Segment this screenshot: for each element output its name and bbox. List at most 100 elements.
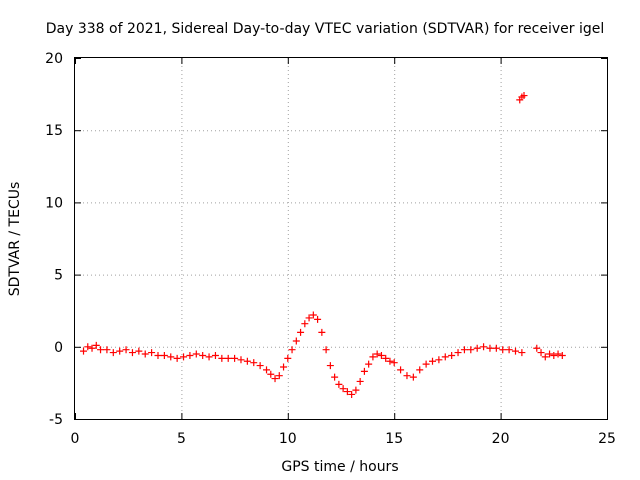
data-point xyxy=(167,353,175,361)
data-point xyxy=(271,375,279,383)
data-point xyxy=(148,349,156,357)
data-point xyxy=(339,385,347,393)
data-point xyxy=(180,353,188,361)
y-tick-label: 0 xyxy=(54,340,63,356)
data-point xyxy=(335,380,343,388)
data-point xyxy=(356,377,364,385)
data-point xyxy=(467,346,475,354)
data-point xyxy=(429,357,437,365)
y-tick-label: 20 xyxy=(45,51,63,67)
data-point xyxy=(558,351,566,359)
data-point xyxy=(263,366,271,374)
data-point xyxy=(382,354,390,362)
data-point xyxy=(386,357,394,365)
ticks-layer: 0 5 10 15 20 25 -5 0 5 10 15 20 xyxy=(45,51,616,447)
data-point xyxy=(297,328,305,336)
data-point xyxy=(520,92,528,100)
data-point xyxy=(160,351,168,359)
data-point xyxy=(211,351,219,359)
data-point xyxy=(256,362,264,370)
y-tick-label: -5 xyxy=(49,412,63,428)
data-point xyxy=(331,373,339,381)
data-point xyxy=(186,351,194,359)
data-point xyxy=(326,362,334,370)
x-tick-label: 5 xyxy=(177,431,186,447)
data-point xyxy=(492,344,500,352)
data-point xyxy=(231,354,239,362)
data-point xyxy=(360,367,368,375)
data-point xyxy=(435,356,443,364)
data-point xyxy=(541,353,549,361)
data-point xyxy=(288,346,296,354)
plot-frame xyxy=(74,57,608,420)
x-tick-label: 25 xyxy=(598,431,616,447)
data-point xyxy=(377,351,385,359)
data-point xyxy=(390,359,398,367)
data-point xyxy=(88,344,96,352)
data-point xyxy=(441,353,449,361)
data-point xyxy=(284,354,292,362)
data-point xyxy=(292,337,300,345)
data-point xyxy=(486,344,494,352)
x-tick-label: 0 xyxy=(71,431,80,447)
data-point xyxy=(309,311,317,319)
data-point xyxy=(403,372,411,380)
data-point xyxy=(314,315,322,323)
data-point xyxy=(554,350,562,358)
data-point xyxy=(267,370,275,378)
x-tick-label: 20 xyxy=(492,431,510,447)
grid-layer xyxy=(75,58,607,419)
data-point xyxy=(154,351,162,359)
data-point xyxy=(365,360,373,368)
data-point xyxy=(192,350,200,358)
data-point xyxy=(352,386,360,394)
data-point xyxy=(116,347,124,355)
data-point xyxy=(84,343,92,351)
data-point xyxy=(416,366,424,374)
data-point xyxy=(250,359,258,367)
data-point xyxy=(109,349,117,357)
data-point xyxy=(237,356,245,364)
data-point xyxy=(141,350,149,358)
data-point xyxy=(505,346,513,354)
data-point xyxy=(546,350,554,358)
data-point xyxy=(473,344,481,352)
data-point xyxy=(280,363,288,371)
data-point xyxy=(199,351,207,359)
data-point xyxy=(343,388,351,396)
marks-layer xyxy=(80,92,566,398)
data-point xyxy=(518,349,526,357)
data-point xyxy=(369,353,377,361)
data-point xyxy=(454,349,462,357)
data-point xyxy=(550,351,558,359)
chart-title: Day 338 of 2021, Sidereal Day-to-day VTE… xyxy=(46,21,605,37)
data-point xyxy=(318,328,326,336)
data-point xyxy=(224,354,232,362)
data-point xyxy=(218,354,226,362)
x-axis-label: GPS time / hours xyxy=(281,459,398,475)
data-point xyxy=(499,346,507,354)
data-point xyxy=(397,366,405,374)
y-tick-label: 5 xyxy=(54,268,63,284)
data-point xyxy=(511,347,519,355)
data-point xyxy=(80,347,88,355)
data-point xyxy=(422,360,430,368)
y-tick-label: 15 xyxy=(45,123,63,139)
data-point xyxy=(122,346,130,354)
x-tick-label: 15 xyxy=(385,431,403,447)
data-point xyxy=(135,347,143,355)
data-point xyxy=(275,372,283,380)
data-point xyxy=(533,344,541,352)
data-point xyxy=(92,341,100,349)
x-tick-label: 10 xyxy=(279,431,297,447)
data-point xyxy=(305,314,313,322)
data-point xyxy=(348,390,356,398)
y-tick-label: 10 xyxy=(45,195,63,211)
data-point xyxy=(103,346,111,354)
data-point xyxy=(448,351,456,359)
data-point xyxy=(128,349,136,357)
data-point xyxy=(301,320,309,328)
data-point xyxy=(373,350,381,358)
data-point xyxy=(460,346,468,354)
